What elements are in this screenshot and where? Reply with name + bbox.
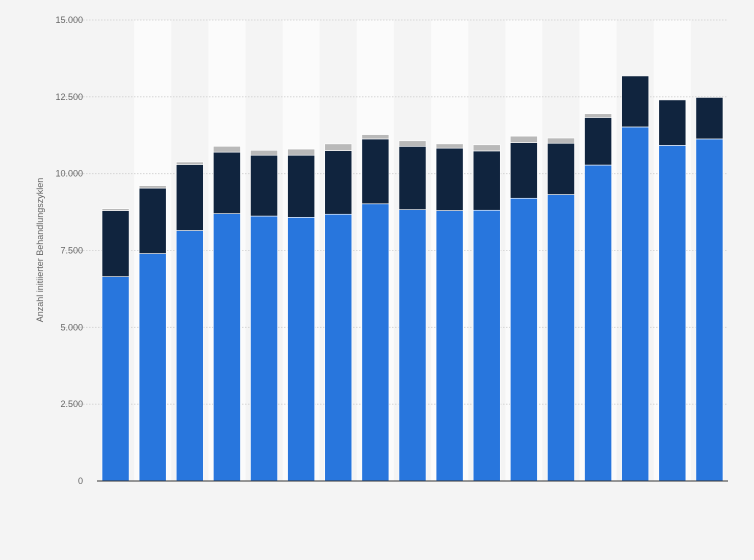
y-axis-ticks: 0 2.500 5.000 7.500 10.000 12.500 15.000 <box>55 15 83 486</box>
y-tick-label: 10.000 <box>55 169 83 179</box>
bar-segment-series-3 <box>250 150 278 156</box>
bar-segment-series-2 <box>101 210 130 277</box>
bar-segment-series-3 <box>101 208 130 211</box>
bar-segment-series-3 <box>584 113 612 118</box>
bar-segment-series-2 <box>584 117 612 166</box>
bar-segment-series-2 <box>658 99 687 146</box>
bar-segment-series-3 <box>361 134 390 140</box>
bar-segment-series-1 <box>101 276 130 482</box>
gridlines <box>62 19 728 405</box>
bar-segment-series-3 <box>435 143 464 149</box>
bar-segment-series-2 <box>398 146 427 210</box>
bar-segment-series-2 <box>510 142 538 199</box>
bar-segment-series-1 <box>361 203 390 482</box>
bar-segment-series-1 <box>435 210 464 482</box>
y-tick-label: 2.500 <box>60 399 83 409</box>
y-tick-label: 7.500 <box>60 246 83 256</box>
bar-segment-series-1 <box>621 126 650 482</box>
bar-segment-series-2 <box>250 154 278 217</box>
bar-segment-series-3 <box>324 143 353 151</box>
bar-segment-series-2 <box>547 142 575 195</box>
y-tick-label: 15.000 <box>55 15 83 25</box>
bar-segment-series-1 <box>175 230 204 482</box>
bar-segment-series-1 <box>584 164 612 482</box>
bar-segment-series-1 <box>695 138 724 482</box>
y-tick-label: 12.500 <box>55 92 83 102</box>
bar-segment-series-2 <box>621 75 650 128</box>
bar-segment-series-1 <box>138 253 167 482</box>
bar-segment-series-2 <box>361 138 390 205</box>
bar-segment-series-3 <box>175 161 204 165</box>
bar-segment-series-2 <box>435 147 464 211</box>
y-tick-label: 0 <box>78 476 83 486</box>
bar-segment-series-2 <box>175 164 204 231</box>
bar-segment-series-2 <box>695 97 724 140</box>
bar-segment-series-3 <box>213 146 241 153</box>
bar-segment-series-2 <box>138 187 167 254</box>
bar-segment-series-2 <box>213 151 241 214</box>
bars <box>101 75 724 482</box>
bar-segment-series-3 <box>138 185 167 189</box>
bar-segment-series-1 <box>658 145 687 482</box>
bar-segment-series-1 <box>250 215 278 482</box>
bar-segment-series-1 <box>213 213 241 482</box>
y-axis-label: Anzahl initiierter Behandlungszyklen <box>35 178 45 323</box>
bar-segment-series-1 <box>472 209 501 482</box>
bar-segment-series-2 <box>472 150 501 211</box>
bar-segment-series-3 <box>510 135 538 143</box>
bar-segment-series-3 <box>547 137 575 144</box>
bar-segment-series-3 <box>287 148 315 156</box>
bar-segment-series-2 <box>324 150 353 215</box>
bar-segment-series-1 <box>547 194 575 482</box>
bar-segment-series-3 <box>398 140 427 147</box>
bar-segment-series-1 <box>324 213 353 482</box>
bar-segment-series-2 <box>287 154 315 218</box>
bar-segment-series-3 <box>472 144 501 152</box>
bar-segment-series-1 <box>287 217 315 482</box>
bar-segment-series-1 <box>398 209 427 482</box>
bar-segment-series-1 <box>510 197 538 482</box>
y-tick-label: 5.000 <box>60 322 83 332</box>
